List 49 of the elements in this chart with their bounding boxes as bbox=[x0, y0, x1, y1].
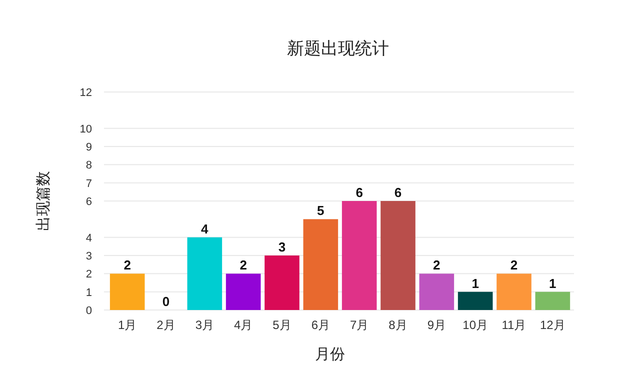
y-tick-label: 3 bbox=[86, 250, 92, 262]
data-label: 2 bbox=[124, 258, 131, 273]
x-tick-label: 9月 bbox=[427, 318, 446, 332]
data-label: 2 bbox=[433, 258, 440, 273]
y-tick-label: 1 bbox=[86, 286, 92, 299]
bar bbox=[496, 274, 532, 310]
bar bbox=[187, 237, 222, 310]
bar bbox=[342, 201, 377, 310]
bar bbox=[226, 274, 261, 310]
y-tick-label: 0 bbox=[86, 305, 92, 317]
data-label: 6 bbox=[394, 185, 402, 200]
x-tick-label: 6月 bbox=[311, 318, 330, 332]
data-label: 3 bbox=[278, 240, 286, 254]
x-tick-label: 8月 bbox=[388, 318, 408, 332]
x-tick-label: 4月 bbox=[234, 318, 253, 332]
data-label: 2 bbox=[510, 258, 518, 273]
x-axis-title: 月份 bbox=[315, 346, 345, 363]
bar bbox=[419, 274, 454, 310]
y-tick-label: 6 bbox=[86, 196, 92, 208]
data-label: 2 bbox=[240, 258, 247, 273]
x-tick-label: 10月 bbox=[462, 318, 488, 332]
x-tick-label: 5月 bbox=[272, 318, 292, 332]
x-tick-label: 11月 bbox=[502, 318, 526, 332]
x-tick-label: 7月 bbox=[350, 318, 369, 332]
y-tick-label: 7 bbox=[86, 178, 92, 190]
data-label: 1 bbox=[549, 276, 556, 291]
bar bbox=[458, 292, 493, 310]
y-tick-label: 10 bbox=[80, 123, 92, 136]
y-tick-label: 4 bbox=[86, 232, 92, 244]
x-tick-label: 2月 bbox=[156, 318, 176, 332]
y-tick-label: 9 bbox=[86, 142, 92, 154]
x-tick-label: 3月 bbox=[195, 318, 214, 332]
y-tick-label: 2 bbox=[86, 268, 92, 281]
bar bbox=[303, 219, 338, 310]
bar bbox=[110, 274, 145, 310]
bar bbox=[264, 256, 300, 310]
data-label: 1 bbox=[472, 276, 479, 291]
x-tick-label: 12月 bbox=[540, 318, 566, 332]
y-tick-label: 8 bbox=[86, 160, 92, 172]
bar bbox=[535, 292, 570, 310]
x-tick-label: 1月 bbox=[118, 318, 137, 332]
data-label: 0 bbox=[162, 294, 170, 309]
data-label: 6 bbox=[356, 185, 363, 200]
y-axis-title: 出现篇数 bbox=[35, 171, 52, 231]
y-tick-label: 12 bbox=[80, 87, 92, 99]
data-label: 4 bbox=[201, 221, 210, 236]
data-label: 5 bbox=[317, 203, 324, 218]
bar bbox=[380, 201, 416, 310]
chart-title: 新题出现统计 bbox=[287, 39, 389, 58]
